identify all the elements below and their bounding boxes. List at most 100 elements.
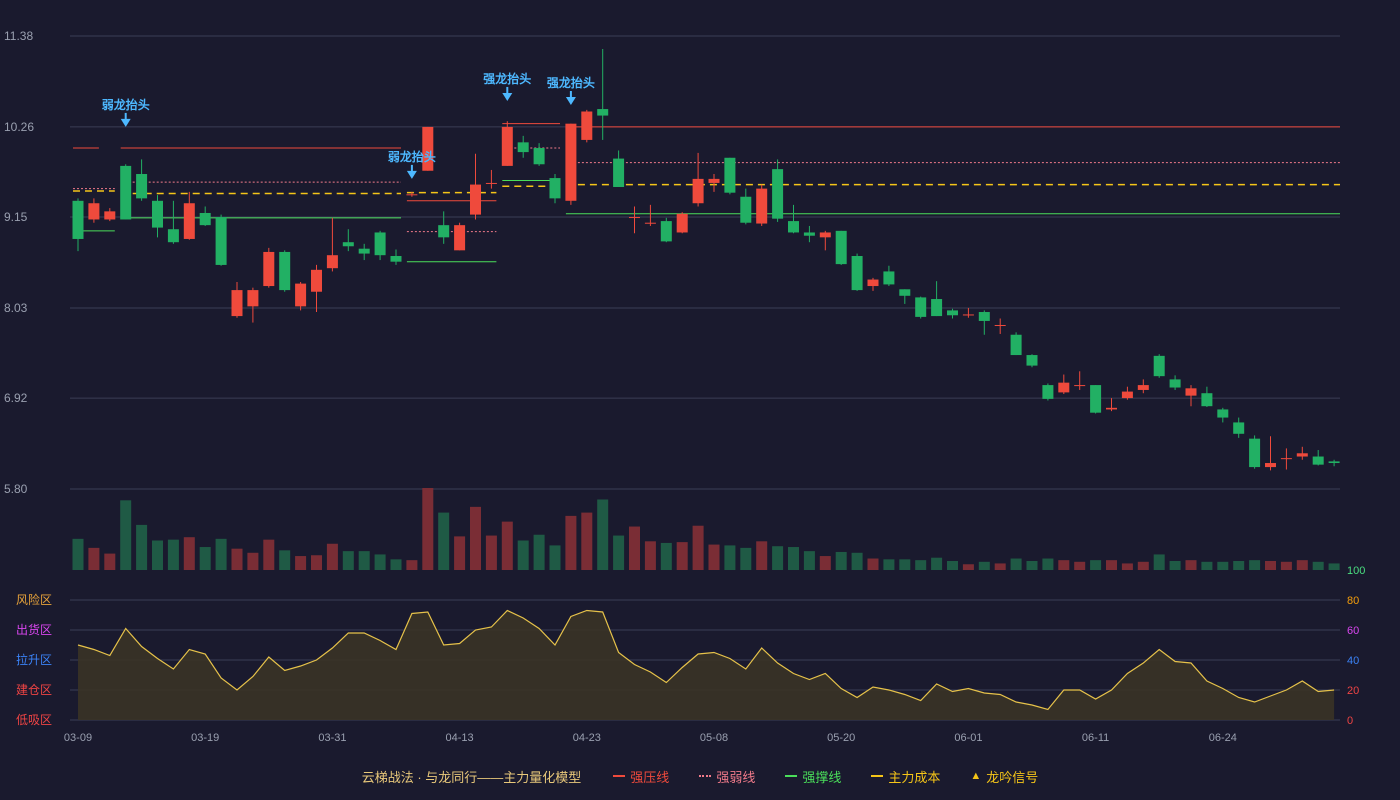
down-arrow-icon	[120, 118, 131, 127]
volume-bar	[167, 539, 179, 570]
candle-body	[931, 299, 943, 317]
candle-body	[1249, 438, 1261, 468]
candle-body	[1042, 385, 1054, 399]
down-arrow-icon	[406, 170, 417, 179]
candle-body	[788, 221, 799, 233]
volume-bar	[1121, 563, 1133, 570]
candle-body	[279, 251, 291, 291]
chart-legend: 云梯战法 · 与龙同行——主力量化模型 强压线 强弱线 强撑线 主力成本 ▲ 龙…	[0, 764, 1400, 788]
price-tick-label: 9.15	[4, 210, 28, 224]
candle-body	[1058, 382, 1070, 393]
candle-body	[565, 123, 577, 201]
price-tick-label: 8.03	[4, 301, 28, 315]
candle-body	[867, 279, 879, 287]
volume-bar	[1026, 560, 1038, 570]
candle-body	[1201, 393, 1213, 407]
volume-bar	[295, 556, 307, 570]
candle-body	[629, 217, 640, 219]
candle-body	[899, 289, 911, 296]
legend-item-main-cost[interactable]: 主力成本	[871, 767, 940, 786]
date-tick-label: 03-19	[191, 732, 219, 744]
date-tick-label: 03-09	[64, 732, 92, 744]
candlestick-series	[72, 48, 1340, 471]
candle-body	[88, 203, 100, 220]
price-tick-label: 6.92	[4, 391, 28, 405]
candle-body	[199, 212, 211, 226]
osc-zone-label: 出货区	[16, 622, 52, 637]
volume-bar	[597, 499, 609, 570]
volume-bar	[676, 542, 688, 570]
volume-bar	[1280, 561, 1292, 570]
candle-body	[851, 256, 863, 291]
volume-bar	[613, 535, 625, 570]
osc-axis-label: 40	[1347, 655, 1359, 667]
volume-bar	[1090, 560, 1102, 570]
price-tick-label: 11.38	[4, 29, 33, 43]
osc-zone-label: 低吸区	[16, 713, 52, 727]
volume-bar	[199, 547, 211, 570]
volume-bar	[1249, 560, 1261, 570]
legend-item-strong-support[interactable]: 强撑线	[785, 767, 841, 786]
candle-body	[438, 225, 450, 238]
osc-axis-label: 80	[1347, 595, 1359, 607]
volume-bar	[374, 554, 386, 570]
candle-body	[517, 142, 529, 153]
volume-bar	[1074, 561, 1086, 570]
price-tick-label: 5.80	[4, 482, 28, 496]
level-lines	[73, 123, 1340, 263]
date-tick-label: 04-23	[573, 732, 601, 744]
volume-bar	[1137, 561, 1149, 570]
triangle-icon: ▲	[970, 770, 982, 782]
volume-bar	[1233, 560, 1245, 570]
volume-bar	[342, 551, 354, 570]
candle-body	[1233, 422, 1245, 434]
volume-bar	[422, 488, 434, 570]
date-tick-label: 05-20	[827, 732, 855, 744]
down-arrow-icon	[502, 92, 513, 101]
volume-bar	[819, 556, 831, 570]
volume-bar	[915, 560, 927, 570]
volume-bar	[326, 543, 338, 570]
volume-bar	[947, 560, 958, 570]
legend-item-strong-weak[interactable]: 强弱线	[699, 767, 755, 786]
osc-area	[78, 610, 1335, 720]
price-grid	[70, 35, 1340, 490]
volume-bar	[470, 506, 481, 570]
volume-bar	[501, 521, 513, 570]
date-tick-label: 05-08	[700, 732, 728, 744]
candle-body	[994, 325, 1006, 327]
candle-body	[819, 232, 831, 238]
candle-body	[104, 211, 116, 220]
candle-body	[1328, 461, 1340, 464]
candle-body	[470, 184, 481, 215]
volume-bar	[883, 559, 895, 570]
candle-body	[915, 297, 927, 317]
volume-bar	[406, 560, 418, 570]
candle-body	[1280, 458, 1292, 460]
osc-axis-label: 60	[1347, 625, 1359, 637]
legend-label: 主力成本	[888, 769, 941, 785]
legend-item-signal[interactable]: ▲ 龙吟信号	[970, 767, 1038, 786]
volume-bar	[152, 540, 163, 570]
candle-body	[533, 148, 545, 165]
volume-bar	[803, 551, 815, 570]
candle-body	[708, 178, 720, 183]
candle-body	[167, 229, 179, 243]
volume-bar	[1058, 560, 1070, 570]
volume-bar	[740, 547, 752, 570]
candle-body	[740, 196, 752, 223]
candle-body	[978, 312, 990, 321]
candle-body	[597, 109, 609, 116]
volume-bar	[835, 551, 847, 570]
candle-body	[660, 221, 672, 242]
volume-bar	[1312, 561, 1324, 570]
volume-bar	[1153, 554, 1165, 570]
volume-bar	[788, 547, 799, 570]
volume-bar	[533, 534, 545, 570]
volume-bar	[1169, 560, 1181, 570]
candle-body	[962, 314, 974, 316]
candle-body	[215, 217, 227, 265]
legend-item-strong-press[interactable]: 强压线	[613, 767, 669, 786]
